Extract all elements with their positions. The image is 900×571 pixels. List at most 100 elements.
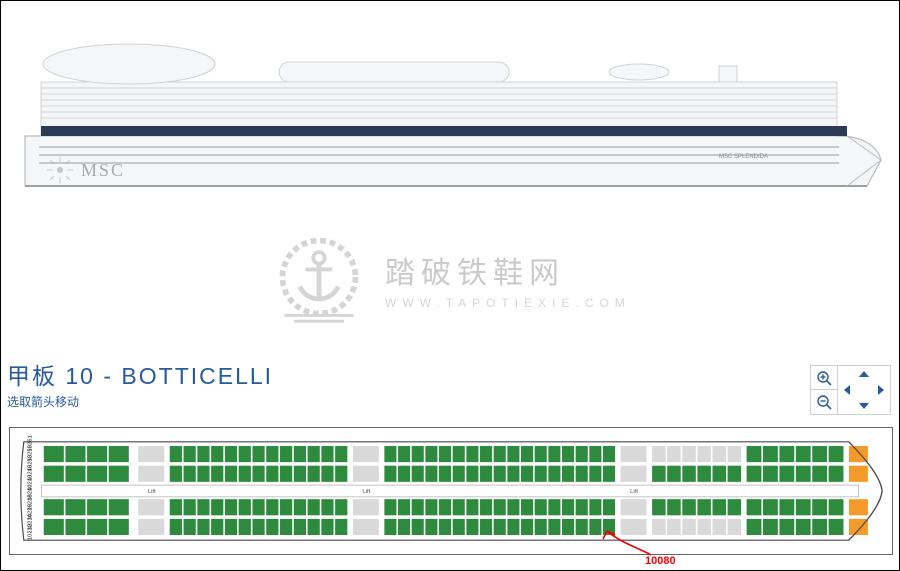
- cabin-cell[interactable]: [43, 519, 64, 536]
- cabin-cell[interactable]: [138, 465, 165, 482]
- cabin-cell[interactable]: [667, 446, 681, 463]
- cabin-cell[interactable]: [575, 519, 588, 536]
- cabin-cell[interactable]: [779, 519, 794, 536]
- cabin-cell[interactable]: [521, 519, 534, 536]
- cabin-cell[interactable]: [480, 465, 493, 482]
- cabin-cell[interactable]: [211, 519, 224, 536]
- cabin-cell[interactable]: [335, 446, 348, 463]
- cabin-cell[interactable]: [562, 465, 575, 482]
- cabin-cell[interactable]: [169, 519, 182, 536]
- cabin-cell[interactable]: [108, 519, 129, 536]
- pan-left-button[interactable]: [840, 382, 856, 398]
- cabin-cell[interactable]: [562, 519, 575, 536]
- cabin-cell[interactable]: [183, 465, 196, 482]
- cabin-cell[interactable]: [398, 465, 411, 482]
- cabin-cell[interactable]: [169, 499, 182, 516]
- cabin-cell[interactable]: [252, 519, 265, 536]
- cabin-cell[interactable]: [439, 519, 452, 536]
- cabin-cell[interactable]: [384, 446, 397, 463]
- cabin-cell[interactable]: [87, 446, 108, 463]
- cabin-cell[interactable]: [43, 499, 64, 516]
- cabin-cell[interactable]: [652, 446, 666, 463]
- cabin-cell[interactable]: [452, 519, 465, 536]
- cabin-cell[interactable]: [294, 465, 307, 482]
- cabin-cell[interactable]: [548, 446, 561, 463]
- cabin-cell[interactable]: [493, 499, 506, 516]
- pan-up-button[interactable]: [856, 367, 872, 383]
- cabin-cell[interactable]: [493, 519, 506, 536]
- cabin-cell[interactable]: [682, 465, 696, 482]
- cabin-cell[interactable]: [712, 465, 726, 482]
- cabin-cell[interactable]: [238, 446, 251, 463]
- cabin-cell[interactable]: [294, 446, 307, 463]
- cabin-cell[interactable]: [108, 446, 129, 463]
- cabin-cell[interactable]: [87, 519, 108, 536]
- cabin-cell[interactable]: [169, 465, 182, 482]
- cabin-cell[interactable]: [439, 465, 452, 482]
- cabin-cell[interactable]: [266, 446, 279, 463]
- cabin-cell[interactable]: [589, 446, 602, 463]
- cabin-cell[interactable]: [425, 465, 438, 482]
- cabin-cell[interactable]: [589, 499, 602, 516]
- cabin-cell[interactable]: [183, 499, 196, 516]
- cabin-cell[interactable]: [466, 519, 479, 536]
- cabin-cell[interactable]: [682, 446, 696, 463]
- cabin-cell[interactable]: [779, 499, 794, 516]
- cabin-cell[interactable]: [238, 465, 251, 482]
- cabin-cell[interactable]: [763, 446, 778, 463]
- cabin-cell[interactable]: [480, 519, 493, 536]
- cabin-cell[interactable]: [238, 519, 251, 536]
- cabin-cell[interactable]: [548, 519, 561, 536]
- cabin-cell[interactable]: [763, 465, 778, 482]
- zoom-out-button[interactable]: [811, 390, 837, 414]
- cabin-cell[interactable]: [746, 446, 761, 463]
- cabin-cell[interactable]: [108, 499, 129, 516]
- cabin-cell[interactable]: [266, 465, 279, 482]
- cabin-cell[interactable]: [507, 446, 520, 463]
- cabin-cell[interactable]: [779, 465, 794, 482]
- cabin-cell[interactable]: [812, 519, 827, 536]
- cabin-cell[interactable]: [87, 499, 108, 516]
- cabin-cell[interactable]: [307, 499, 320, 516]
- cabin-cell[interactable]: [727, 499, 741, 516]
- cabin-cell[interactable]: [746, 519, 761, 536]
- cabin-cell[interactable]: [43, 446, 64, 463]
- cabin-cell[interactable]: [211, 446, 224, 463]
- cabin-cell[interactable]: [507, 519, 520, 536]
- cabin-cell[interactable]: [183, 519, 196, 536]
- cabin-cell[interactable]: [812, 499, 827, 516]
- cabin-cell[interactable]: [779, 446, 794, 463]
- cabin-cell[interactable]: [493, 465, 506, 482]
- cabin-cell[interactable]: [425, 446, 438, 463]
- cabin-cell[interactable]: [746, 499, 761, 516]
- cabin-cell[interactable]: [138, 499, 165, 516]
- cabin-cell[interactable]: [197, 465, 210, 482]
- cabin-cell[interactable]: [169, 446, 182, 463]
- cabin-cell[interactable]: [321, 519, 334, 536]
- cabin-cell[interactable]: [252, 446, 265, 463]
- cabin-cell[interactable]: [667, 499, 681, 516]
- cabin-cell[interactable]: [197, 499, 210, 516]
- cabin-cell[interactable]: [712, 446, 726, 463]
- cabin-cell[interactable]: [335, 465, 348, 482]
- cabin-cell[interactable]: [266, 519, 279, 536]
- cabin-cell[interactable]: [828, 465, 843, 482]
- cabin-cell[interactable]: [562, 446, 575, 463]
- cabin-cell[interactable]: [452, 465, 465, 482]
- cabin-cell[interactable]: [425, 519, 438, 536]
- cabin-cell[interactable]: [266, 499, 279, 516]
- cabin-cell[interactable]: [439, 499, 452, 516]
- cabin-cell[interactable]: [796, 446, 811, 463]
- cabin-cell[interactable]: [507, 499, 520, 516]
- cabin-cell[interactable]: [603, 499, 616, 516]
- cabin-cell[interactable]: [353, 446, 380, 463]
- cabin-cell[interactable]: [384, 519, 397, 536]
- cabin-cell[interactable]: [534, 446, 547, 463]
- cabin-cell[interactable]: [252, 465, 265, 482]
- cabin-cell[interactable]: [521, 446, 534, 463]
- cabin-cell[interactable]: [562, 499, 575, 516]
- cabin-cell[interactable]: [849, 499, 868, 516]
- cabin-cell[interactable]: [411, 519, 424, 536]
- cabin-cell[interactable]: [280, 465, 293, 482]
- cabin-cell[interactable]: [280, 446, 293, 463]
